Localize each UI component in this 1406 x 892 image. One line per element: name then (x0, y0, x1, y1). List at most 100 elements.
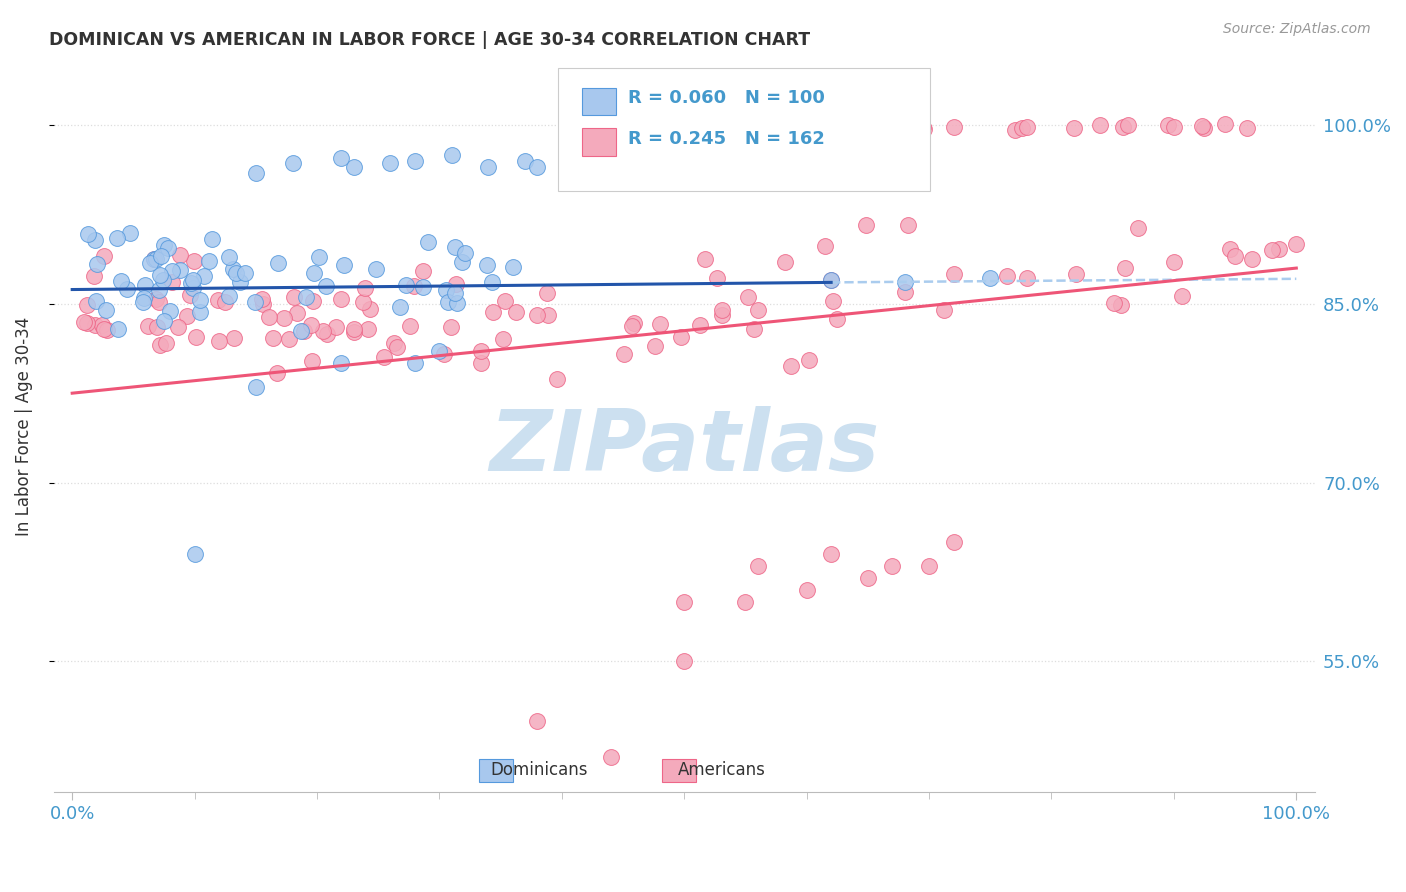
Point (155, 336, 177, 351)
Point (404, 279, 426, 293)
Point (446, 296, 468, 310)
Point (299, 318, 322, 332)
FancyBboxPatch shape (558, 69, 931, 192)
Point (505, 305, 527, 319)
Point (359, 302, 381, 317)
Point (1223, 249, 1246, 263)
Point (1011, 120, 1033, 135)
Point (193, 269, 215, 284)
Point (710, 302, 733, 317)
Text: ZIPatlas: ZIPatlas (489, 407, 879, 490)
Point (179, 287, 201, 301)
Text: Source: ZipAtlas.com: Source: ZipAtlas.com (1223, 22, 1371, 37)
Point (1118, 118, 1140, 132)
Point (1015, 270, 1038, 285)
Point (673, 654, 696, 668)
Point (433, 347, 456, 361)
Point (1015, 120, 1038, 135)
Point (893, 285, 915, 299)
Point (382, 336, 405, 351)
Point (131, 294, 153, 309)
Point (93, 249, 115, 263)
Point (450, 255, 472, 269)
Point (76, 298, 98, 312)
Point (153, 314, 176, 328)
Point (747, 302, 769, 317)
Point (612, 346, 634, 360)
Point (513, 153, 536, 168)
FancyBboxPatch shape (662, 758, 696, 782)
Point (526, 160, 548, 174)
Point (290, 324, 312, 338)
Point (475, 258, 498, 272)
Point (444, 239, 467, 253)
Point (312, 324, 335, 338)
Point (152, 272, 174, 286)
Point (343, 322, 366, 336)
Point (84, 293, 107, 308)
Point (911, 120, 934, 135)
Point (138, 318, 160, 333)
Point (115, 282, 138, 296)
Point (325, 319, 347, 334)
Point (440, 320, 463, 334)
Point (295, 290, 318, 304)
Point (207, 293, 229, 308)
Point (1004, 123, 1026, 137)
Point (343, 160, 366, 174)
Point (502, 260, 524, 275)
Point (218, 289, 240, 303)
Point (1219, 242, 1241, 256)
Point (526, 714, 548, 728)
Point (139, 255, 162, 269)
Point (243, 294, 266, 309)
Point (277, 332, 299, 346)
Point (145, 252, 167, 267)
Point (149, 268, 172, 282)
Point (146, 320, 169, 334)
Point (526, 308, 548, 322)
Point (120, 226, 142, 240)
Point (1112, 120, 1135, 134)
Point (105, 231, 128, 245)
Point (343, 325, 366, 339)
Point (404, 153, 426, 168)
Point (364, 261, 387, 276)
Point (942, 267, 965, 281)
Point (222, 331, 245, 345)
Point (623, 317, 645, 331)
Point (436, 295, 458, 310)
Point (1267, 243, 1289, 257)
Point (333, 258, 356, 272)
Point (160, 264, 183, 278)
Point (84, 233, 107, 247)
Point (107, 321, 129, 335)
Point (252, 297, 274, 311)
Point (73, 315, 96, 329)
Point (412, 264, 434, 278)
Point (214, 295, 236, 310)
Point (304, 266, 326, 280)
Point (262, 331, 284, 345)
Point (1240, 252, 1263, 266)
Point (824, 121, 846, 136)
Point (77, 227, 100, 242)
Point (134, 277, 156, 292)
Point (797, 352, 820, 367)
Point (693, 252, 716, 267)
Point (979, 270, 1001, 285)
Point (283, 290, 305, 304)
Point (747, 558, 769, 573)
Point (893, 276, 915, 290)
Text: Americans: Americans (678, 761, 766, 780)
Point (995, 269, 1018, 284)
Point (399, 319, 422, 334)
Point (330, 152, 353, 166)
Point (893, 124, 915, 138)
Point (669, 330, 692, 344)
Point (180, 276, 202, 290)
Point (354, 281, 377, 295)
Point (1064, 267, 1087, 281)
Point (1191, 119, 1213, 133)
Point (201, 232, 224, 246)
